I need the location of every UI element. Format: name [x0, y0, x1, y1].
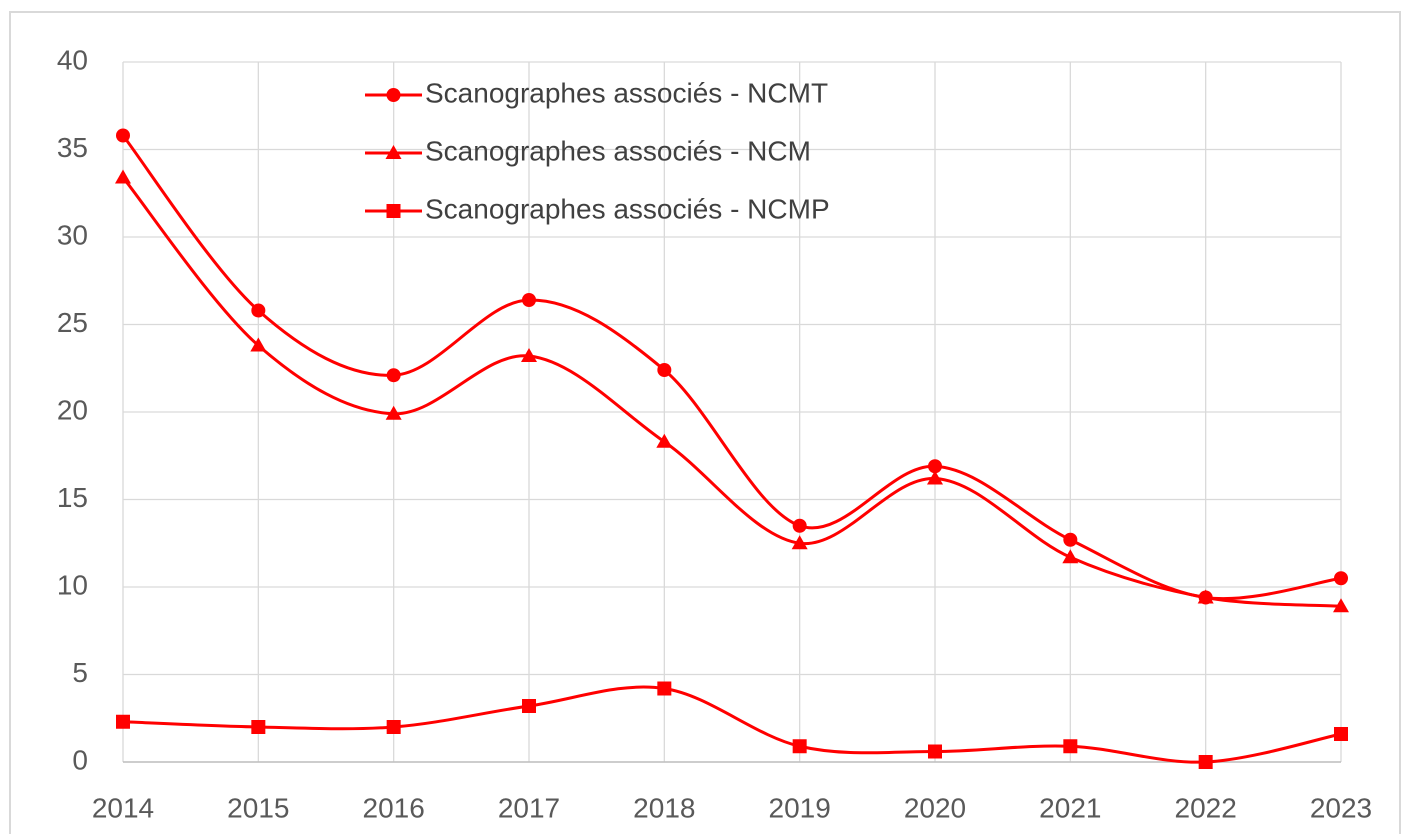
marker — [928, 459, 942, 474]
marker — [792, 518, 807, 533]
series-line — [121, 134, 1342, 601]
legend-label: Scanographes associés - NCMT — [425, 77, 828, 108]
marker — [522, 699, 536, 713]
marker — [385, 405, 402, 420]
marker — [115, 169, 131, 184]
marker — [1198, 755, 1213, 769]
x-tick-label: 2019 — [769, 792, 831, 823]
marker — [1333, 598, 1349, 613]
x-tick-label: 2016 — [363, 792, 425, 823]
legend-marker — [386, 88, 401, 102]
marker — [521, 348, 537, 362]
legend-marker — [386, 204, 401, 218]
marker — [1334, 571, 1348, 586]
marker — [1063, 739, 1078, 754]
marker — [1197, 589, 1214, 604]
series-line — [122, 685, 1342, 764]
y-tick-label: 10 — [57, 569, 88, 600]
y-tick-label: 15 — [57, 482, 88, 513]
x-tick-label: 2021 — [1039, 792, 1101, 823]
marker — [656, 433, 673, 448]
marker — [791, 535, 808, 550]
marker — [1063, 532, 1078, 547]
marker — [386, 368, 401, 383]
y-tick-label: 0 — [72, 744, 88, 775]
marker — [657, 363, 672, 377]
marker — [386, 720, 401, 734]
legend-label: Scanographes associés - NCMP — [425, 193, 830, 224]
marker — [1334, 727, 1348, 741]
x-tick-label: 2022 — [1175, 792, 1237, 823]
chart-border — [9, 11, 1401, 834]
marker — [116, 714, 130, 729]
y-tick-label: 25 — [57, 307, 88, 338]
series-line — [121, 176, 1342, 608]
x-tick-label: 2015 — [227, 792, 289, 823]
y-tick-label: 5 — [72, 657, 88, 688]
marker — [251, 303, 266, 318]
y-tick-label: 20 — [57, 394, 88, 425]
x-tick-label: 2017 — [498, 792, 560, 823]
marker — [792, 739, 807, 754]
x-tick-label: 2014 — [92, 792, 154, 823]
marker — [250, 337, 267, 352]
marker — [657, 681, 672, 696]
x-tick-label: 2023 — [1310, 792, 1372, 823]
y-tick-label: 30 — [57, 219, 88, 250]
legend-marker — [385, 145, 402, 159]
marker — [927, 470, 943, 485]
y-tick-label: 35 — [57, 132, 88, 163]
x-tick-label: 2020 — [904, 792, 966, 823]
marker — [1062, 549, 1079, 564]
marker — [928, 744, 942, 759]
marker — [522, 293, 536, 307]
marker — [251, 720, 266, 734]
y-tick-label: 40 — [57, 44, 88, 75]
legend-label: Scanographes associés - NCM — [425, 135, 811, 166]
x-tick-label: 2018 — [633, 792, 695, 823]
marker — [116, 128, 130, 143]
